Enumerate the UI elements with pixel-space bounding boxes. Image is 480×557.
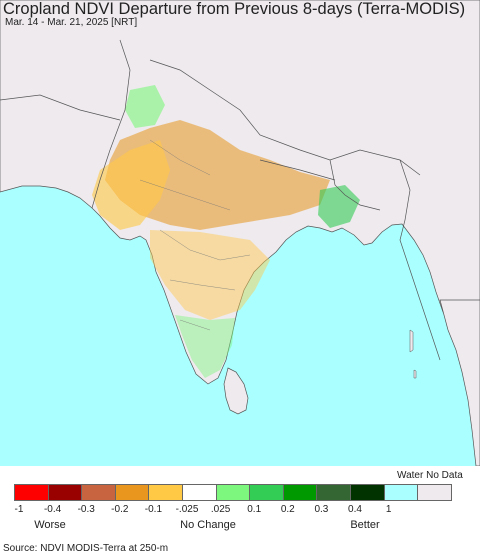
state-lines bbox=[139, 139, 251, 331]
legend-water-label: Water bbox=[397, 470, 424, 481]
legend-nodata-label: No Data bbox=[426, 470, 463, 481]
legend-swatch bbox=[316, 484, 351, 501]
legend-swatch bbox=[114, 484, 150, 501]
border-lines bbox=[0, 39, 441, 361]
legend-tick-label: 0.1 bbox=[247, 504, 262, 515]
map-title: Cropland NDVI Departure from Previous 8-… bbox=[3, 0, 466, 18]
legend-swatch bbox=[148, 484, 183, 501]
cropland-south bbox=[175, 315, 235, 378]
cropland-central bbox=[150, 230, 270, 320]
legend-swatch bbox=[215, 484, 251, 501]
legend-swatch bbox=[417, 484, 452, 501]
legend-tick-label: 0.3 bbox=[314, 504, 329, 515]
legend-swatch bbox=[249, 484, 284, 501]
legend-swatch bbox=[282, 484, 318, 501]
source-credit: Source: NDVI MODIS-Terra at 250-m bbox=[3, 543, 169, 554]
map-canvas bbox=[0, 0, 480, 466]
legend-tick-label: -.025 bbox=[175, 504, 199, 515]
legend-tick-label: -1 bbox=[14, 504, 24, 515]
cropland-northeast bbox=[318, 185, 360, 228]
land-andaman bbox=[409, 329, 417, 379]
legend-tick-label: 0.4 bbox=[348, 504, 362, 515]
legend-tick-label: -0.1 bbox=[144, 504, 163, 515]
cropland-punjab bbox=[125, 85, 165, 128]
legend-color-scale bbox=[14, 484, 452, 501]
legend-tick-label: 1 bbox=[385, 504, 392, 515]
legend-nochange-label: No Change bbox=[180, 519, 236, 531]
legend-swatch bbox=[14, 484, 49, 501]
legend-worse-label: Worse bbox=[34, 519, 66, 531]
cropland-northwest bbox=[92, 140, 170, 230]
legend-swatch bbox=[47, 484, 83, 501]
legend-swatch bbox=[349, 484, 385, 501]
land-sri-lanka bbox=[223, 367, 249, 415]
legend-swatch bbox=[383, 484, 419, 501]
legend-water-nodata-label: Water No Data bbox=[397, 470, 463, 481]
legend-better-label: Better bbox=[350, 519, 380, 531]
legend-swatch bbox=[181, 484, 217, 501]
map-date-range: Mar. 14 - Mar. 21, 2025 [NRT] bbox=[5, 17, 138, 28]
legend-tick-label: .025 bbox=[210, 504, 231, 515]
legend-tick-label: -0.3 bbox=[77, 504, 95, 515]
legend-tick-label: -0.4 bbox=[43, 504, 62, 515]
land-indochina bbox=[439, 299, 480, 466]
legend-panel bbox=[0, 466, 480, 542]
legend-tick-label: -0.2 bbox=[111, 504, 129, 515]
legend-tick-label: 0.2 bbox=[280, 504, 295, 515]
legend-swatch bbox=[81, 484, 116, 501]
